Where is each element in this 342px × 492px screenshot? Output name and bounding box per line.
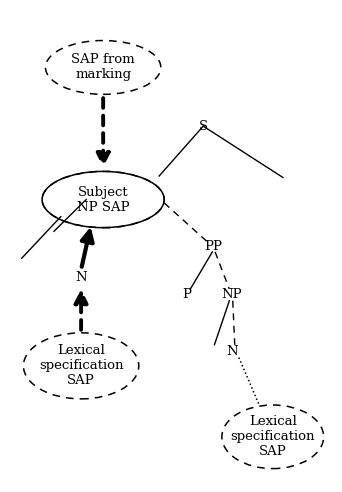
Text: N: N xyxy=(75,271,87,284)
Text: SAP from
marking: SAP from marking xyxy=(71,54,135,82)
Text: NP: NP xyxy=(222,288,242,302)
Text: S: S xyxy=(199,120,208,133)
Text: PP: PP xyxy=(205,240,222,252)
Text: Subject
NP SAP: Subject NP SAP xyxy=(77,185,130,214)
Text: P: P xyxy=(182,288,191,302)
Text: Lexical
specification
SAP: Lexical specification SAP xyxy=(231,415,315,458)
Text: N: N xyxy=(226,345,238,358)
Text: Lexical
specification
SAP: Lexical specification SAP xyxy=(39,344,123,387)
